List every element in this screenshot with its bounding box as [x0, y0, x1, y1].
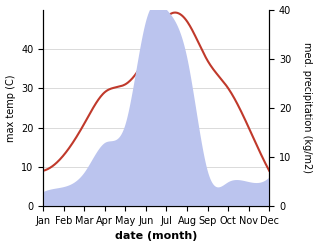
X-axis label: date (month): date (month) — [115, 231, 197, 242]
Y-axis label: med. precipitation (kg/m2): med. precipitation (kg/m2) — [302, 42, 313, 173]
Y-axis label: max temp (C): max temp (C) — [5, 74, 16, 142]
